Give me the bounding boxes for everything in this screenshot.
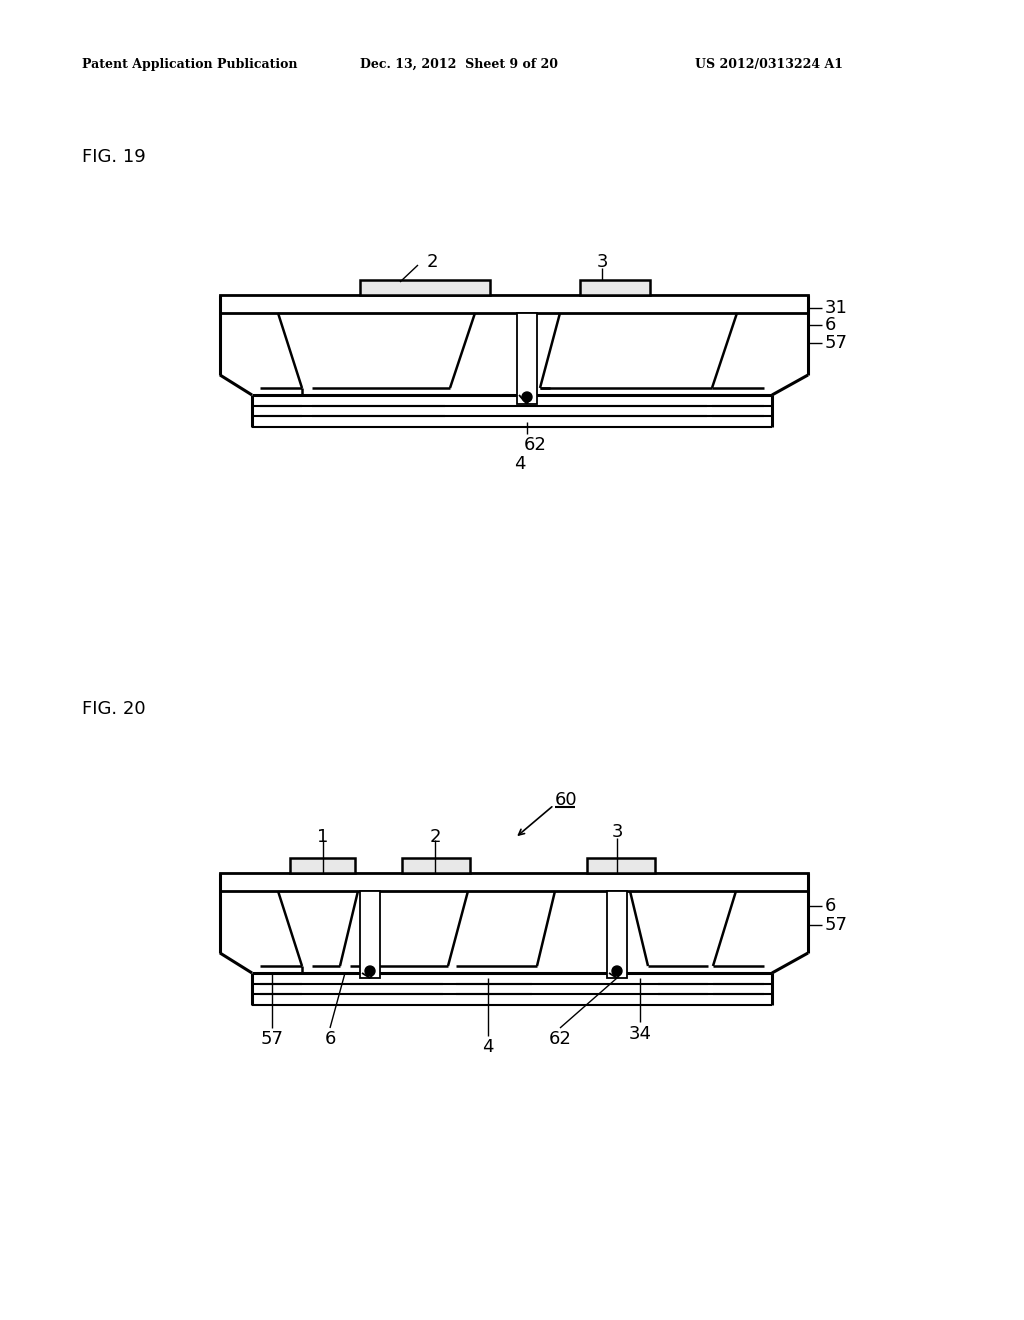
Text: 6: 6 bbox=[825, 898, 837, 915]
Polygon shape bbox=[290, 858, 355, 873]
Text: 4: 4 bbox=[482, 1038, 494, 1056]
Polygon shape bbox=[360, 891, 380, 978]
Text: 2: 2 bbox=[426, 253, 437, 271]
Text: 4: 4 bbox=[514, 455, 525, 473]
Text: 3: 3 bbox=[596, 253, 608, 271]
Text: 62: 62 bbox=[549, 1030, 571, 1048]
Text: FIG. 19: FIG. 19 bbox=[82, 148, 145, 166]
Text: 6: 6 bbox=[325, 1030, 336, 1048]
Circle shape bbox=[612, 966, 622, 975]
Text: 34: 34 bbox=[629, 1026, 651, 1043]
Text: FIG. 20: FIG. 20 bbox=[82, 700, 145, 718]
Polygon shape bbox=[517, 313, 537, 404]
Polygon shape bbox=[220, 873, 808, 891]
Circle shape bbox=[522, 392, 532, 403]
Polygon shape bbox=[607, 891, 627, 978]
Text: 2: 2 bbox=[429, 828, 440, 846]
Text: 6: 6 bbox=[825, 315, 837, 334]
Text: 60: 60 bbox=[555, 791, 578, 809]
Text: 57: 57 bbox=[260, 1030, 284, 1048]
Text: 57: 57 bbox=[825, 334, 848, 352]
Text: US 2012/0313224 A1: US 2012/0313224 A1 bbox=[695, 58, 843, 71]
Polygon shape bbox=[580, 280, 650, 294]
Text: 62: 62 bbox=[523, 436, 547, 454]
Text: 31: 31 bbox=[825, 300, 848, 317]
Text: Patent Application Publication: Patent Application Publication bbox=[82, 58, 298, 71]
Polygon shape bbox=[402, 858, 470, 873]
Polygon shape bbox=[587, 858, 655, 873]
Text: 3: 3 bbox=[611, 822, 623, 841]
Circle shape bbox=[365, 966, 375, 975]
Polygon shape bbox=[360, 280, 490, 294]
Polygon shape bbox=[220, 294, 808, 313]
Text: Dec. 13, 2012  Sheet 9 of 20: Dec. 13, 2012 Sheet 9 of 20 bbox=[360, 58, 558, 71]
Text: 1: 1 bbox=[317, 828, 329, 846]
Polygon shape bbox=[220, 294, 808, 426]
Text: 57: 57 bbox=[825, 916, 848, 935]
